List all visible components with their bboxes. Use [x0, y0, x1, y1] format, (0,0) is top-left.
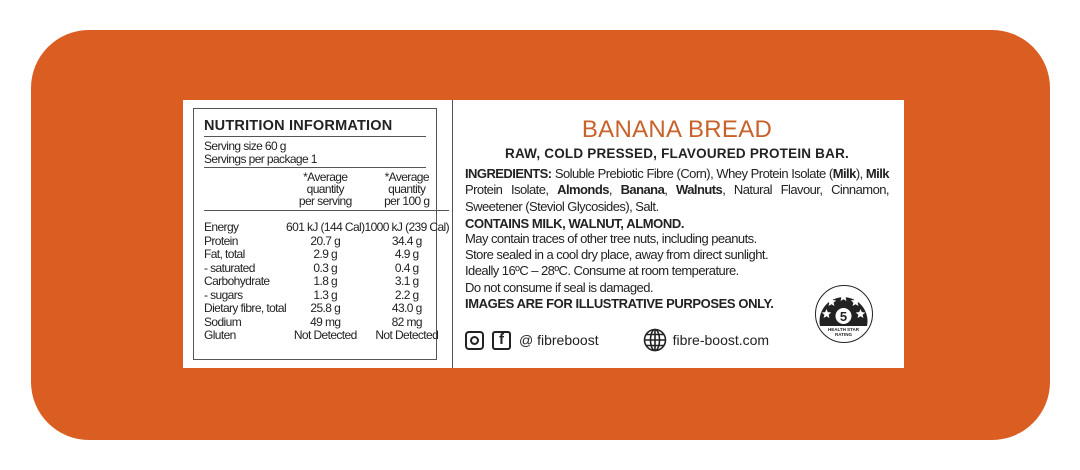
serving-size: Serving size 60 g: [204, 139, 286, 153]
social-links: f @ fibreboost fibre-boost.com: [465, 328, 769, 352]
per-100g-value: 1000 kJ (239 Cal): [364, 220, 450, 234]
product-info: BANANA BREAD RAW, COLD PRESSED, FLAVOURE…: [465, 100, 890, 352]
nutrient-name: Dietary fibre, total: [204, 301, 287, 315]
star-icon: [850, 296, 861, 307]
per-100g-value: 82 mg: [391, 314, 423, 329]
nutrition-row: Gluten Not Detected Not Detected: [204, 328, 449, 343]
instagram-icon[interactable]: [465, 330, 484, 350]
allergen-ingredient: Milk: [832, 166, 857, 181]
per-100g-value: 0.4 g: [394, 260, 419, 275]
allergen-ingredient: Walnuts: [675, 182, 723, 198]
nutrient-name: - saturated: [204, 260, 255, 275]
star-icon: [838, 292, 849, 302]
website-link[interactable]: fibre-boost.com: [672, 332, 770, 348]
per-100g-value: Not Detected: [375, 328, 439, 342]
storage-notes: May contain traces of other tree nuts, i…: [465, 231, 889, 296]
nutrient-name: - sugars: [204, 287, 243, 302]
per-100g-value: 4.9 g: [394, 247, 419, 261]
nutrition-row: Carbohydrate 1.8 g 3.1 g: [204, 274, 449, 289]
product-label: NUTRITION INFORMATION Serving size 60 g …: [183, 100, 904, 368]
nutrition-row: Energy 601 kJ (144 Cal) 1000 kJ (239 Cal): [204, 211, 450, 235]
allergen-ingredient: Banana: [620, 182, 665, 198]
nutrition-row: - saturated 0.3 g 0.4 g: [204, 260, 449, 276]
per-100g-value: 43.0 g: [391, 301, 422, 315]
product-subtitle: RAW, COLD PRESSED, FLAVOURED PROTEIN BAR…: [505, 146, 849, 161]
allergen-ingredient: Milk: [865, 166, 890, 181]
per-serving-value: 49 mg: [310, 314, 341, 329]
allergen-statement: CONTAINS MILK, WALNUT, ALMOND.: [465, 215, 685, 231]
nutrient-name: Fat, total: [204, 247, 245, 261]
nutrition-row: Dietary fibre, total 25.8 g 43.0 g: [204, 301, 449, 316]
nutrient-name: Sodium: [204, 314, 242, 329]
svg-text:RATING: RATING: [835, 332, 852, 337]
column-header-per-serving: *Average quantity per serving: [298, 170, 352, 208]
nutrient-name: Gluten: [204, 328, 236, 342]
facebook-icon[interactable]: f: [492, 330, 511, 350]
svg-text:5: 5: [840, 309, 847, 324]
nutrition-row: - sugars 1.3 g 2.2 g: [204, 287, 449, 303]
social-handle[interactable]: @ fibreboost: [519, 332, 599, 348]
allergen-ingredient: Almonds: [557, 182, 609, 198]
per-serving-value: 0.3 g: [313, 260, 338, 275]
nutrition-panel: NUTRITION INFORMATION Serving size 60 g …: [193, 108, 450, 360]
ingredients-label: INGREDIENTS:: [465, 166, 552, 181]
divider: [452, 100, 453, 368]
note: Do not consume if seal is damaged.: [465, 279, 654, 295]
globe-icon: [643, 328, 666, 352]
disclaimer: IMAGES ARE FOR ILLUSTRATIVE PURPOSES ONL…: [465, 296, 774, 312]
per-100g-value: 2.2 g: [394, 287, 419, 302]
nutrition-title: NUTRITION INFORMATION: [204, 118, 426, 137]
svg-text:HEALTH STAR: HEALTH STAR: [828, 327, 860, 332]
column-header-per-100g: *Average quantity per 100 g: [384, 170, 430, 208]
note: Store sealed in a cool dry place, away f…: [465, 247, 769, 263]
nutrition-table: *Average quantity per serving *Average quan…: [204, 168, 450, 343]
nutrition-row: Fat, total 2.9 g 4.9 g: [204, 247, 449, 262]
nutrient-name: Protein: [204, 233, 238, 248]
nutrition-row: Sodium 49 mg 82 mg: [204, 314, 449, 330]
per-serving-value: 1.8 g: [313, 274, 338, 288]
per-serving-value: 20.7 g: [310, 233, 341, 248]
ingredients: INGREDIENTS: Soluble Prebiotic Fibre (Co…: [465, 166, 890, 215]
ingredient-text: Protein Isolate,: [465, 182, 558, 198]
nutrition-row: Protein 20.7 g 34.4 g: [204, 233, 449, 249]
note: May contain traces of other tree nuts, i…: [465, 230, 757, 246]
servings-per-package: Servings per package 1: [204, 151, 317, 166]
ingredient-text: Soluble Prebiotic Fibre (Corn), Whey Pro…: [551, 166, 833, 181]
serving-info: Serving size 60 g Servings per package 1: [204, 137, 426, 168]
per-serving-value: 601 kJ (144 Cal): [286, 220, 365, 234]
ingredient-text: ,: [608, 182, 621, 198]
star-icon: [821, 309, 832, 319]
per-serving-value: 1.3 g: [313, 287, 338, 302]
ingredient-text: , Natural Flavour, Cinnamon, Sweetener (…: [465, 182, 890, 214]
star-icon: [855, 309, 866, 319]
health-star-rating-icon: 5 HEALTH STAR RATING: [815, 285, 873, 343]
nutrient-name: Energy: [204, 220, 239, 234]
ingredient-text: ),: [855, 166, 866, 181]
note: Ideally 16ºC – 28ºC. Consume at room tem…: [465, 263, 739, 279]
star-icon: [826, 296, 837, 307]
nutrient-name: Carbohydrate: [204, 274, 270, 288]
per-serving-value: 25.8 g: [310, 301, 341, 315]
product-title: BANANA BREAD: [581, 116, 773, 143]
per-100g-value: 34.4 g: [391, 233, 422, 248]
ingredient-text: ,: [664, 182, 676, 198]
per-serving-value: 2.9 g: [313, 247, 338, 261]
per-serving-value: Not Detected: [293, 328, 357, 342]
per-100g-value: 3.1 g: [394, 274, 419, 288]
